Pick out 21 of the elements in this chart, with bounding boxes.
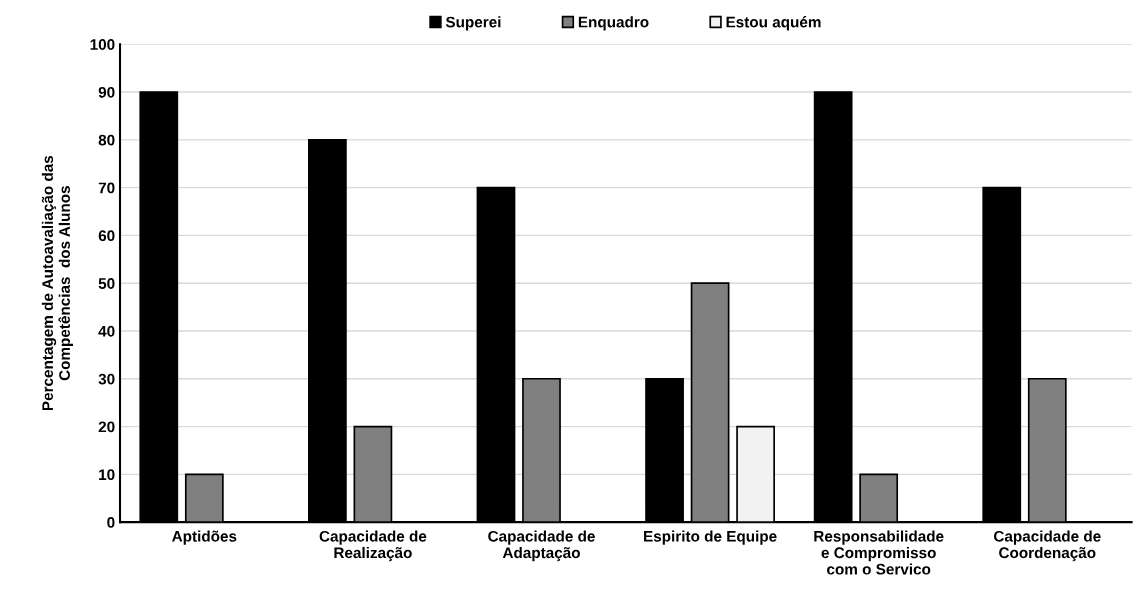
legend-label: Superei xyxy=(445,16,501,31)
x-tick-label: Espirito de Equipe xyxy=(644,530,777,545)
y-tick-label: 100 xyxy=(90,39,115,50)
y-tick-label: 10 xyxy=(99,469,115,481)
y-tick-label: 60 xyxy=(98,230,115,242)
y-tick-label: 70 xyxy=(98,182,115,194)
x-tick-label: Capacidade de Realização xyxy=(319,530,427,562)
x-tick-label: Responsabilidade e Compromisso com o Servico xyxy=(814,530,944,575)
y-tick-label: 90 xyxy=(98,86,115,98)
y-tick-label: 50 xyxy=(98,278,115,289)
x-tick-label: Capacidade de Adaptação xyxy=(488,530,595,562)
y-tick-label: 0 xyxy=(107,517,115,528)
x-tick-label: Aptidões xyxy=(172,530,237,545)
x-tick-label: Capacidade de Coordenação xyxy=(993,530,1101,562)
legend-label: Enquadro xyxy=(578,16,649,31)
y-axis-title: Percentagem de Autoavaliação das Competências dos Alunos xyxy=(41,155,73,411)
y-tick-label: 80 xyxy=(98,134,115,146)
y-tick-label: 30 xyxy=(98,373,115,385)
y-tick-label: 20 xyxy=(98,421,115,433)
y-tick-label: 40 xyxy=(98,325,115,337)
legend-label: Estou aquém xyxy=(726,16,821,31)
